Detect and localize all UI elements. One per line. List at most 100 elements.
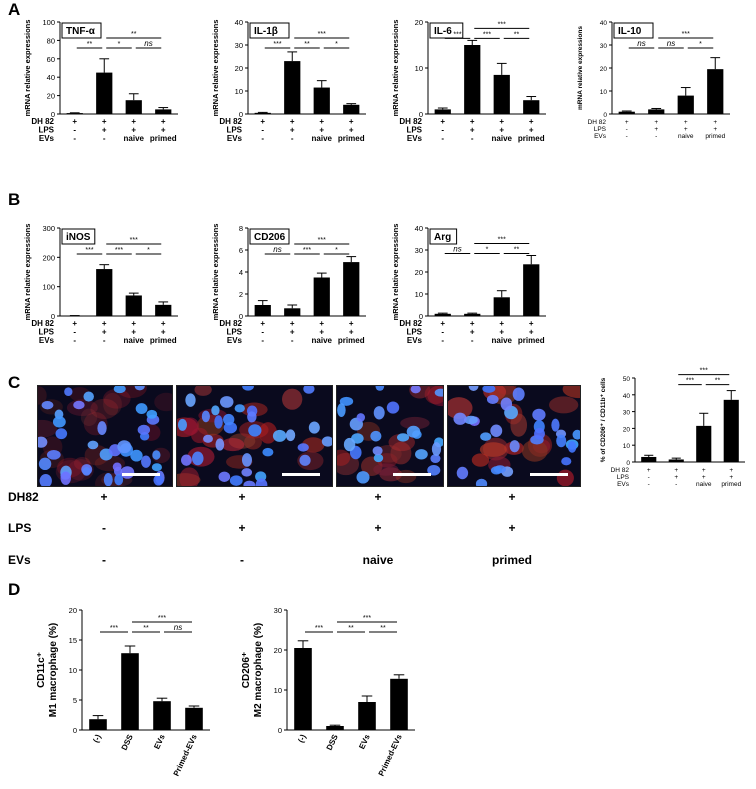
condition-value: - [261, 134, 264, 143]
condition-value: - [648, 474, 650, 481]
nucleus [223, 413, 235, 426]
nucleus [372, 446, 383, 456]
nucleus [486, 394, 499, 404]
condition-value: + [729, 474, 733, 481]
condition-value: - [73, 126, 76, 135]
condition-value: - [675, 481, 677, 488]
condition-value: - [655, 133, 657, 140]
nucleus [218, 471, 231, 482]
bar [464, 45, 481, 114]
nucleus [415, 449, 428, 460]
cytoplasm-stain [282, 388, 303, 410]
nucleus [243, 480, 256, 486]
chart-title: IL-6 [434, 26, 452, 37]
y-axis-label: mRNA relative expressions [23, 20, 32, 117]
stain-legend: DAPI CD11b CD206 [447, 417, 450, 480]
scale-bar [282, 473, 320, 476]
condition-value: + [349, 126, 354, 135]
nucleus [247, 411, 257, 423]
significance-label: *** [273, 41, 281, 48]
condition-value: primed [150, 336, 177, 345]
bar [153, 701, 171, 730]
nucleus [82, 467, 91, 476]
condition-value: + [499, 117, 504, 126]
nucleus [134, 386, 145, 391]
y-tick-label: 0 [278, 726, 282, 735]
significance-label: *** [682, 31, 690, 38]
condition-value: + [290, 126, 295, 135]
significance-label: ** [143, 625, 149, 632]
cytoplasm-stain [80, 408, 98, 427]
dapi-label: DAPI [37, 463, 40, 480]
nucleus [463, 415, 478, 425]
y-tick-label: 20 [415, 268, 423, 277]
condition-value: + [319, 328, 324, 337]
scale-bar [393, 473, 431, 476]
cytoplasm-stain [548, 396, 579, 414]
nucleus [567, 441, 577, 453]
nucleus [468, 386, 479, 391]
condition-value: - [648, 481, 650, 488]
condition-value: - [626, 133, 628, 140]
condition-value: - [441, 328, 444, 337]
y-tick-label: 20 [47, 92, 55, 101]
y-tick-label: 0 [419, 110, 423, 119]
condition-value: - [291, 336, 294, 345]
bar [358, 702, 376, 730]
y-tick-label: 40 [415, 224, 423, 233]
condition-row-label: EVs [617, 481, 630, 488]
condition-value: + [319, 319, 324, 328]
y-tick-label: 30 [274, 606, 282, 615]
y-tick-label: 200 [42, 253, 55, 262]
significance-label: * [335, 247, 338, 254]
condition-value: + [260, 117, 265, 126]
y-axis-label: M1 macrophage (%) [48, 623, 59, 717]
significance-label: *** [130, 237, 138, 244]
condition-value: - [73, 328, 76, 337]
y-axis-label: mRNA relative expressions [211, 224, 220, 321]
chart-il10: 0 10 20 30 40 mRNA relative expressions IL-10 n… [577, 20, 730, 140]
nucleus [356, 471, 370, 484]
x-tick-label: EVs [357, 733, 372, 751]
condition-value: + [72, 319, 77, 328]
condition-value: + [161, 328, 166, 337]
condition-value: + [674, 467, 678, 474]
condition-value: + [131, 319, 136, 328]
chart-title: IL-1β [254, 26, 278, 37]
cd11b-label: CD11b [447, 440, 450, 462]
y-tick-label: 15 [69, 636, 77, 645]
cytoplasm-stain [38, 419, 58, 438]
y-axis-label: mRNA relative expressions [577, 26, 584, 110]
cond-c3-evs: naive [362, 553, 394, 567]
nucleus [373, 406, 385, 420]
nucleus [373, 453, 384, 463]
nucleus [87, 440, 99, 450]
bar [125, 100, 142, 114]
cond-c4-evs: primed [491, 553, 532, 567]
y-axis-label: mRNA relative expressions [23, 224, 32, 321]
significance-label: ** [304, 41, 310, 48]
panel-label-c: C [8, 373, 21, 392]
condition-value: primed [150, 134, 177, 143]
condition-value: + [729, 467, 733, 474]
panel-label-b: B [8, 190, 21, 209]
y-tick-label: 30 [623, 410, 631, 417]
cytoplasm-stain [521, 439, 548, 462]
bar [523, 264, 540, 316]
nucleus [534, 428, 545, 440]
bar [677, 95, 694, 114]
cytoplasm-stain [337, 449, 351, 466]
scale-bar [530, 473, 568, 476]
y-tick-label: 300 [42, 224, 55, 233]
x-tick-label: DSS [325, 732, 340, 751]
nucleus [456, 466, 469, 480]
condition-value: + [440, 319, 445, 328]
condition-value: + [131, 126, 136, 135]
cytoplasm-stain [90, 398, 119, 419]
condition-value: + [654, 119, 658, 126]
cytoplasm-stain [38, 386, 47, 405]
condition-value: primed [518, 336, 545, 345]
condition-row-label: LPS [594, 126, 607, 133]
nucleus [482, 386, 496, 393]
